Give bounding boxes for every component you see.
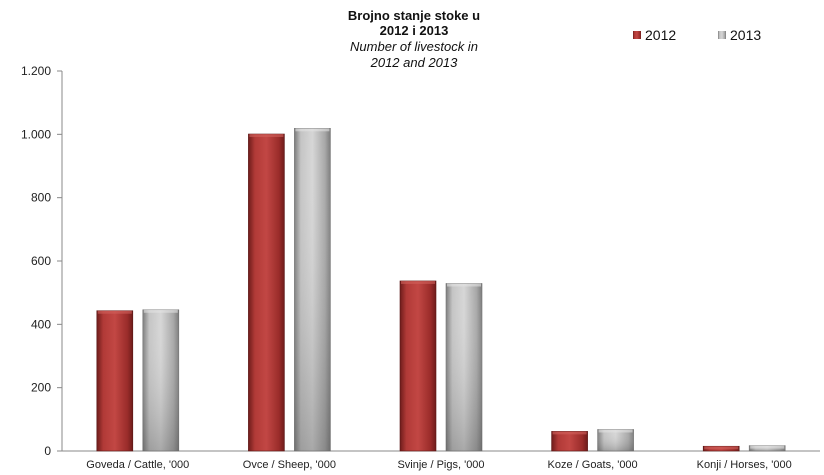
y-ticks: 0 200 400 600 800 1.000 1.200	[21, 64, 62, 458]
chart-subtitle-line-2: 2012 and 2013	[370, 55, 459, 70]
bar-shade-overlay	[597, 429, 634, 451]
bar-shade-overlay	[294, 128, 331, 452]
bar-top-highlight	[704, 446, 739, 450]
chart-subtitle-line-1: Number of livestock in	[350, 39, 478, 54]
bar-2012-0	[96, 310, 134, 452]
x-category-label: Koze / Goats, '000	[548, 459, 638, 471]
y-tick-label: 200	[31, 381, 51, 395]
y-tick-label: 400	[31, 317, 51, 331]
bar-shade-overlay	[749, 445, 786, 451]
x-category-label: Svinje / Pigs, '000	[397, 459, 484, 471]
y-tick-label: 1.200	[21, 64, 51, 78]
bar-top-highlight	[97, 310, 132, 314]
y-tick-label: 1.000	[21, 127, 51, 141]
bar-2012-2	[399, 280, 437, 452]
chart-title-line-2: 2012 i 2013	[380, 23, 449, 38]
bar-shade-overlay	[142, 309, 179, 451]
legend-label-2012: 2012	[645, 27, 676, 43]
bar-top-highlight	[552, 431, 587, 435]
y-tick-label: 600	[31, 254, 51, 268]
bar-top-highlight	[401, 280, 435, 284]
bar-shade-overlay	[446, 283, 482, 451]
legend-swatch-2012	[633, 31, 641, 39]
x-labels: Goveda / Cattle, '000 Ovce / Sheep, '000 S…	[86, 459, 791, 471]
bar-top-highlight	[249, 134, 284, 138]
legend-swatch-2013	[718, 31, 726, 39]
y-tick-label: 0	[44, 444, 51, 458]
legend-label-2013: 2013	[730, 27, 761, 43]
chart-title-line-1: Brojno stanje stoke u	[348, 8, 480, 23]
bars	[96, 128, 786, 452]
y-tick-label: 800	[31, 191, 51, 205]
x-category-label: Konji / Horses, '000	[697, 459, 792, 471]
bar-2012-1	[248, 133, 285, 452]
x-category-label: Goveda / Cattle, '000	[86, 459, 189, 471]
x-category-label: Ovce / Sheep, '000	[243, 459, 336, 471]
legend: 2012 2013	[633, 27, 761, 43]
